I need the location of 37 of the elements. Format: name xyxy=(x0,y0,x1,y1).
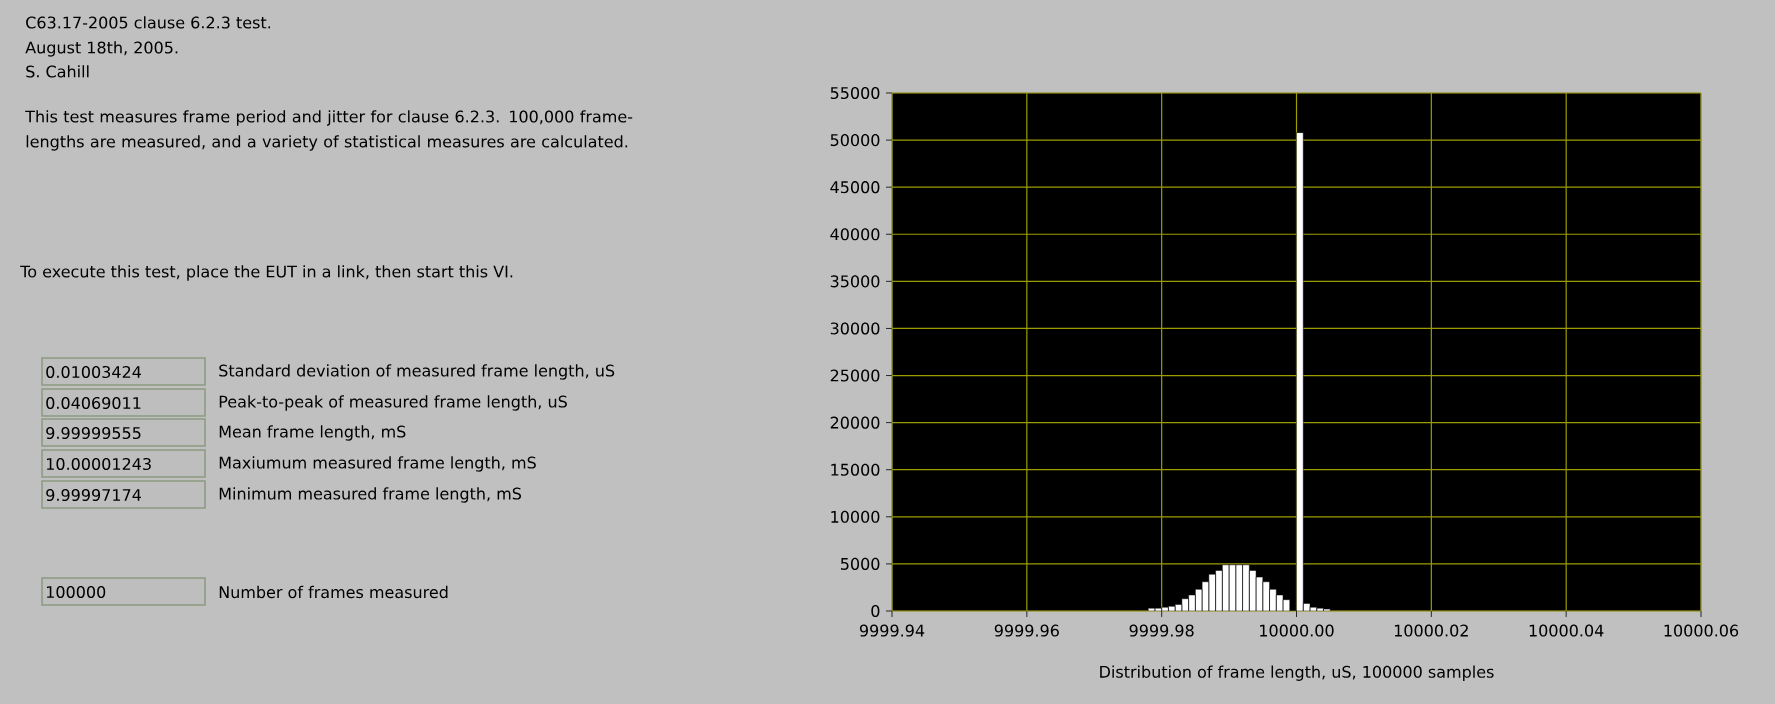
y-tick-label: 55000 xyxy=(830,86,880,100)
text: 9.99997174 xyxy=(46,488,141,502)
x-axis-title: Distribution of frame length, uS, 100000 samples xyxy=(1100,665,1494,681)
text: Number of frames measured xyxy=(219,585,448,599)
y-tick-label: 0 xyxy=(871,604,880,618)
y-tick-label: 10000 xyxy=(831,510,880,523)
text: 10.00001243 xyxy=(46,457,151,471)
x-tick-label: 10000.00 xyxy=(1260,624,1334,637)
text: C63.17-2005 clause 6.2.3 test. xyxy=(26,16,271,29)
text: 9.99999555 xyxy=(46,426,141,440)
text: This test measures frame period and jitter for clause 6.2.3. 100,000 frame-lengths are measured, and a variety of statistical measures are calculated. xyxy=(25,110,633,151)
y-tick-label: 15000 xyxy=(831,463,880,476)
x-tick-label: 10000.04 xyxy=(1529,624,1604,637)
x-tick-label: 9999.98 xyxy=(1129,624,1194,637)
text: Minimum measured frame length, mS xyxy=(219,487,522,503)
text: S. Cahill xyxy=(26,65,89,78)
text: Peak-to-peak of measured frame length, uS xyxy=(219,395,567,411)
text: 0.01003424 xyxy=(46,365,141,379)
text: Maxiumum measured frame length, mS xyxy=(219,456,536,472)
y-tick-label: 40000 xyxy=(830,228,880,241)
y-tick-label: 20000 xyxy=(830,416,880,429)
x-tick-label: 9999.96 xyxy=(994,624,1059,637)
y-tick-label: 30000 xyxy=(830,322,880,335)
y-tick-label: 25000 xyxy=(830,369,880,382)
x-tick-label: 9999.94 xyxy=(859,624,925,637)
text: August 18th, 2005. xyxy=(25,41,178,57)
y-tick-label: 45000 xyxy=(830,181,880,194)
text: 100000 xyxy=(46,585,106,599)
text: To execute this test, place the EUT in a link, then start this VI. xyxy=(20,265,513,281)
x-tick-label: 10000.06 xyxy=(1664,624,1739,637)
x-tick-label: 10000.02 xyxy=(1394,624,1468,637)
text: Mean frame length, mS xyxy=(219,425,406,441)
text: 0.04069011 xyxy=(46,396,141,410)
text: Standard deviation of measured frame length, uS xyxy=(219,364,615,380)
y-tick-label: 5000 xyxy=(841,557,880,570)
y-tick-label: 50000 xyxy=(830,134,880,147)
y-tick-label: 35000 xyxy=(830,275,880,288)
